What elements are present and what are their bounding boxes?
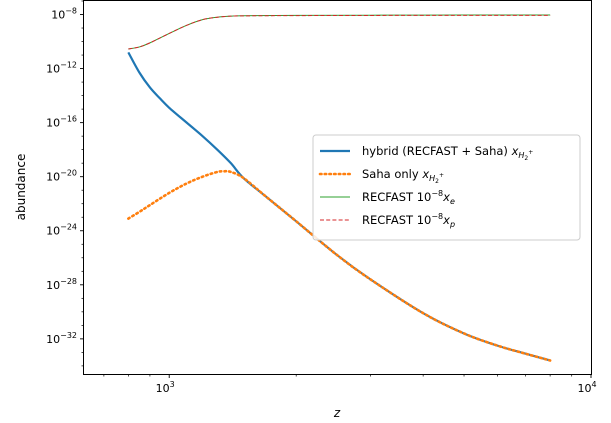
y-tick-label: 10−16: [46, 115, 77, 130]
legend-label-2: Saha only xH2+: [362, 167, 444, 185]
legend-box: [312, 134, 581, 241]
legend-label-1: hybrid (RECFAST + Saha) xH2+: [362, 144, 533, 162]
y-tick-label: 10−28: [46, 277, 77, 292]
x-axis-label: z: [333, 406, 341, 420]
series-layer: [127, 14, 552, 362]
y-axis: 10−8 10−12 10−16 10−20 10−24 10−28 10−32: [46, 0, 84, 367]
series-line-2: [127, 169, 552, 362]
y-tick-label: 10−32: [46, 331, 77, 346]
legend-label-3: RECFAST 10−8xe: [362, 189, 455, 206]
legend-label-4: RECFAST 10−8xp: [362, 212, 455, 229]
y-tick-label: 10−8: [51, 7, 77, 22]
plot-frame: [83, 0, 592, 375]
legend: hybrid (RECFAST + Saha) xH2+ Saha only xH…: [312, 134, 581, 241]
series-line-4: [128, 14, 551, 50]
y-tick-label: 10−24: [46, 223, 77, 238]
y-axis-label: abundance: [14, 154, 28, 221]
y-tick-label: 10−20: [46, 169, 77, 184]
y-tick-label: 10−12: [46, 61, 77, 76]
